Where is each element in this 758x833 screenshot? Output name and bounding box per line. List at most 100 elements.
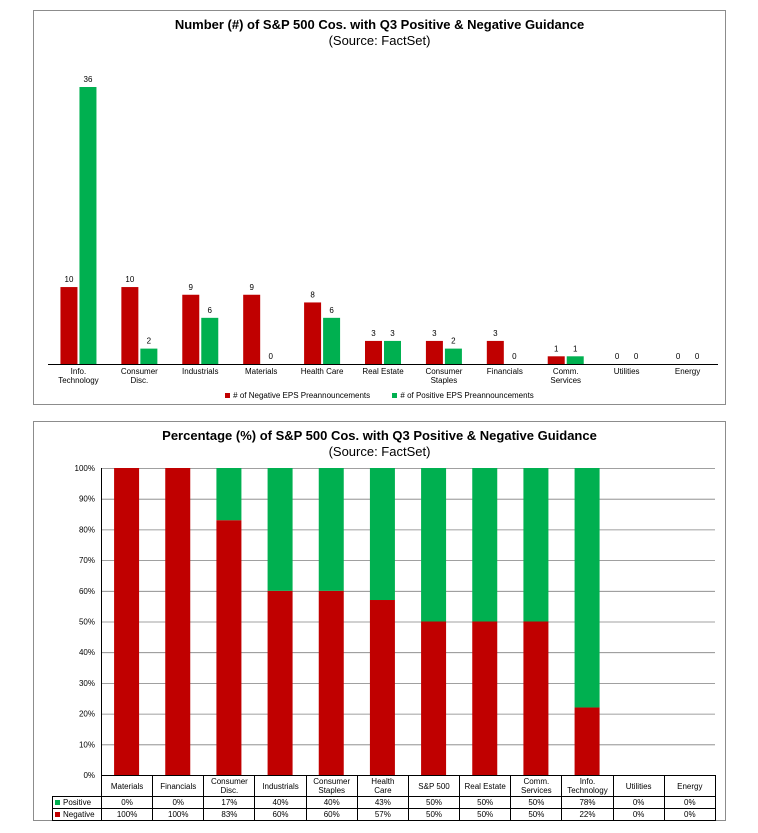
chart2-table-cell: 50% bbox=[407, 796, 461, 809]
chart2-table-cell: 40% bbox=[305, 796, 358, 809]
chart2-table-cell: 0% bbox=[612, 796, 665, 809]
chart1-bar bbox=[365, 340, 382, 364]
chart1-data-label: 2 bbox=[147, 337, 152, 346]
chart2-table-cell: 43% bbox=[356, 796, 409, 809]
chart2-table-cell: 40% bbox=[254, 796, 307, 809]
chart2-y-tick-label: 80% bbox=[79, 525, 95, 534]
legend-positive-label: # of Positive EPS Preannouncements bbox=[400, 391, 534, 400]
chart1-data-label: 9 bbox=[189, 283, 194, 292]
chart2-bar-negative bbox=[369, 600, 395, 775]
chart1-data-label: 0 bbox=[634, 352, 639, 361]
chart2-table-cell: 50% bbox=[510, 796, 563, 809]
chart1-category-label: Services bbox=[550, 376, 581, 385]
chart1-data-label: 10 bbox=[65, 275, 74, 284]
chart1-bar bbox=[182, 294, 200, 364]
chart1-data-label: 0 bbox=[695, 352, 700, 361]
chart2-bar-negative bbox=[472, 621, 498, 775]
chart1-data-label: 0 bbox=[676, 352, 681, 361]
chart2-bar-negative bbox=[574, 707, 600, 775]
chart1-category-label: Utilities bbox=[614, 367, 640, 376]
chart2-table-cell: 17% bbox=[203, 796, 256, 809]
chart2-y-tick-label: 70% bbox=[79, 556, 95, 565]
chart1-bar bbox=[121, 287, 139, 364]
chart2-table-row-label: Positive bbox=[52, 796, 102, 809]
chart2-table-cell: 100% bbox=[152, 808, 205, 821]
chart2-y-tick-label: 10% bbox=[79, 740, 95, 749]
chart2-bar-negative bbox=[421, 621, 447, 775]
chart1-data-label: 0 bbox=[615, 352, 620, 361]
chart2-y-tick-label: 50% bbox=[79, 618, 95, 627]
chart2-y-tick-label: 20% bbox=[79, 710, 95, 719]
chart2-bar-positive bbox=[216, 468, 242, 521]
chart2-table-cell: 78% bbox=[561, 796, 614, 809]
chart1-bar bbox=[444, 348, 462, 364]
chart1-category-label: Comm. bbox=[553, 367, 579, 376]
chart1-category-label: Info. bbox=[71, 367, 87, 376]
chart2-bar-negative bbox=[318, 590, 344, 775]
chart1-data-label: 9 bbox=[249, 283, 254, 292]
chart2-table-header-row: Materials Financials Consumer Disc. Industri… bbox=[53, 775, 716, 797]
chart2-category-label: S&P 500 bbox=[407, 775, 461, 797]
legend-negative-label: # of Negative EPS Preannouncements bbox=[233, 391, 371, 400]
chart1-bar bbox=[243, 294, 261, 364]
chart2-bar-negative bbox=[216, 520, 242, 775]
chart1-bar bbox=[60, 287, 78, 364]
chart1-data-label: 3 bbox=[371, 329, 376, 338]
chart2-bar-negative bbox=[267, 590, 293, 775]
chart2-plot: 0% 10% 20% 30% 40% 50% 60% 70% 80% 90% 100% bbox=[75, 464, 715, 780]
chart2-table-cell: 0% bbox=[663, 808, 716, 821]
chart1-category-label: Real Estate bbox=[362, 367, 404, 376]
chart2-table-legend-swatch bbox=[55, 812, 60, 818]
chart1-data-label: 2 bbox=[451, 337, 456, 346]
chart1-data-label: 36 bbox=[84, 75, 93, 84]
chart2-table-cell: 0% bbox=[663, 796, 716, 809]
chart2-table-cell: 50% bbox=[407, 808, 461, 821]
chart2-data-table: Materials Financials Consumer Disc. Industri… bbox=[52, 775, 716, 821]
chart1-category-label: Staples bbox=[431, 376, 458, 385]
chart1-data-label: 6 bbox=[208, 306, 213, 315]
chart1-bar bbox=[486, 340, 504, 364]
chart2-table-cell: 0% bbox=[612, 808, 665, 821]
percentage-guidance-chart: Percentage (%) of S&P 500 Cos. with Q3 P… bbox=[33, 421, 726, 821]
chart1-data-label: 3 bbox=[493, 329, 498, 338]
chart2-category-label: Utilities bbox=[612, 775, 665, 797]
chart1-data-label: 0 bbox=[268, 352, 273, 361]
chart2-category-label: Energy bbox=[663, 775, 716, 797]
chart2-bar-negative bbox=[165, 468, 191, 775]
chart2-table-cell: 22% bbox=[561, 808, 614, 821]
legend-negative: # of Negative EPS Preannouncements bbox=[225, 391, 370, 400]
chart1-data-label: 10 bbox=[125, 275, 134, 284]
chart1-bar bbox=[140, 348, 158, 364]
chart2-table-corner bbox=[53, 776, 102, 797]
chart2-bar-positive bbox=[574, 468, 600, 708]
chart1-category-label: Disc. bbox=[130, 376, 148, 385]
chart2-table-cell: 0% bbox=[100, 796, 154, 809]
chart1-bar bbox=[566, 356, 584, 364]
chart2-bar-positive bbox=[267, 468, 293, 591]
chart2-category-label: Info. Technology bbox=[561, 775, 614, 797]
chart1-data-label: 8 bbox=[310, 290, 315, 299]
legend-positive: # of Positive EPS Preannouncements bbox=[392, 391, 534, 400]
chart2-bar-positive bbox=[472, 468, 498, 622]
chart2-category-label: Industrials bbox=[254, 775, 307, 797]
chart1-category-label: Industrials bbox=[182, 367, 218, 376]
chart2-bar-negative bbox=[523, 621, 549, 775]
chart2-y-tick-label: 60% bbox=[79, 587, 95, 596]
chart2-y-tick-label: 30% bbox=[79, 679, 95, 688]
chart2-table-cell: 50% bbox=[510, 808, 563, 821]
chart2-bar-positive bbox=[421, 468, 447, 622]
chart1-bar bbox=[323, 317, 341, 364]
chart1-category-label: Health Care bbox=[301, 367, 344, 376]
chart2-table-row: Positive 0% 0% 17% 40% 40% 43% 50% 50% 50% 78% 0% 0% bbox=[52, 796, 716, 809]
chart1-bar bbox=[384, 340, 401, 364]
chart1-subtitle: (Source: FactSet) bbox=[328, 33, 431, 48]
chart1-category-label: Financials bbox=[487, 367, 523, 376]
chart1-bar bbox=[201, 317, 219, 364]
chart1-title: Number (#) of S&P 500 Cos. with Q3 Posit… bbox=[174, 17, 585, 32]
negative-positive-count-chart: Number (#) of S&P 500 Cos. with Q3 Posit… bbox=[33, 10, 726, 405]
chart2-bar-positive bbox=[369, 468, 395, 601]
chart1-data-label: 1 bbox=[554, 344, 559, 353]
chart1-category-label: Materials bbox=[245, 367, 277, 376]
chart1-category-label: Consumer bbox=[121, 367, 158, 376]
chart2-category-label: Health Care bbox=[356, 775, 409, 797]
